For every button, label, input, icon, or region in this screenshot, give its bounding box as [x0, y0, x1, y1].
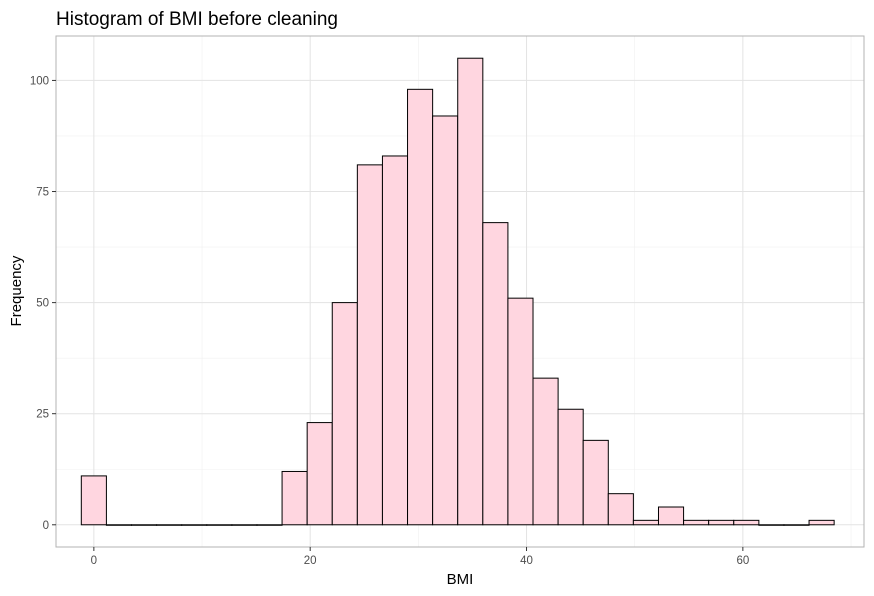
y-tick-label: 100 [30, 75, 49, 87]
histogram-bar [306, 422, 333, 526]
histogram-bar [457, 57, 484, 526]
histogram-bar [657, 506, 685, 526]
histogram-bar [783, 524, 810, 526]
histogram-bar [708, 519, 735, 526]
histogram-bar [356, 164, 383, 526]
x-tick-label: 0 [91, 555, 97, 567]
y-axis-ticks: 0 25 50 75 100 [30, 75, 56, 532]
histogram-bar [808, 519, 835, 526]
histogram-bar [256, 524, 283, 526]
x-tick-label: 20 [304, 555, 317, 567]
y-tick-label: 0 [43, 520, 49, 532]
y-tick-label: 25 [36, 409, 49, 421]
histogram-bar [381, 155, 409, 526]
histogram-bar [432, 115, 459, 526]
histogram-bar [231, 524, 258, 526]
histogram-bar [632, 519, 659, 526]
histogram-bar [331, 302, 358, 526]
plot-border [55, 35, 865, 548]
histogram-bar [156, 524, 183, 526]
histogram-bar [557, 408, 584, 526]
y-axis-title: Frequency [8, 255, 25, 326]
x-tick-label: 40 [520, 555, 533, 567]
chart-title: Histogram of BMI before cleaning [56, 9, 338, 30]
histogram-bar [758, 524, 785, 526]
histogram-bar [407, 88, 434, 526]
histogram-bar [733, 519, 760, 526]
x-tick-label: 60 [736, 555, 749, 567]
histogram-bar [206, 524, 233, 526]
histogram-bar [105, 524, 132, 526]
histogram-bar [607, 493, 634, 526]
histogram-bar [582, 439, 609, 526]
histogram-bar [482, 222, 509, 526]
histogram-bar [683, 519, 710, 526]
histogram-bar [507, 297, 534, 526]
y-tick-label: 75 [36, 187, 49, 199]
histogram-bar [80, 475, 107, 526]
histogram-bar [130, 524, 158, 526]
y-tick-label: 50 [36, 298, 49, 310]
histogram-bar [181, 524, 208, 526]
x-axis-title: BMI [447, 571, 474, 588]
histogram-bar [532, 377, 559, 526]
x-axis-ticks: 0 20 40 60 [91, 547, 749, 567]
histogram-bar [281, 470, 308, 526]
histogram-bars [80, 57, 835, 526]
